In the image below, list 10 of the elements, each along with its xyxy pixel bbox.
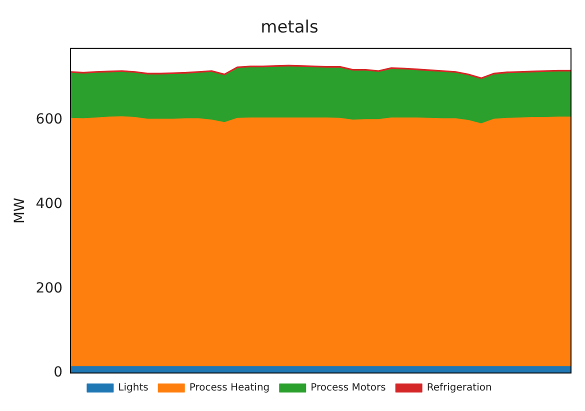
- legend-label: Refrigeration: [426, 382, 492, 394]
- y-tick-label: 600: [36, 112, 63, 128]
- y-tick-label: 0: [54, 364, 63, 381]
- legend-label: Process Heating: [189, 382, 270, 394]
- legend-label: Process Motors: [310, 382, 386, 394]
- legend-label: Lights: [118, 382, 148, 394]
- y-tick-label: 400: [36, 196, 63, 212]
- chart-title: metals: [260, 18, 318, 38]
- y-axis-title: MW: [12, 198, 28, 224]
- y-tick-label: 200: [36, 280, 63, 296]
